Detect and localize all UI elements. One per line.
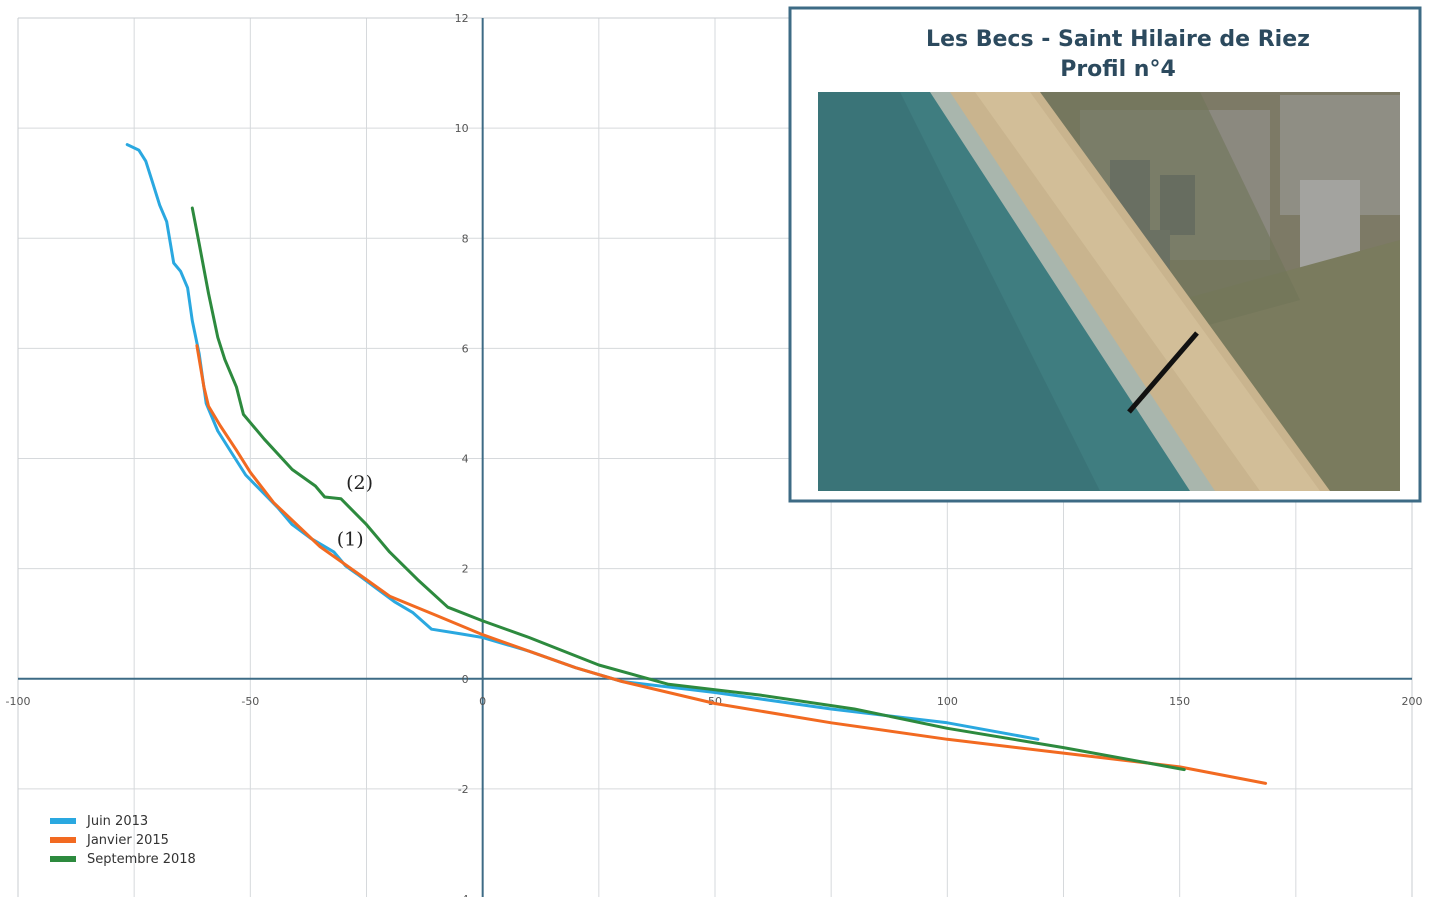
series-line-septembre-2018 bbox=[190, 206, 1186, 772]
legend-label: Juin 2013 bbox=[86, 814, 148, 829]
y-tick-label: -2 bbox=[458, 783, 469, 796]
y-tick-label: 8 bbox=[462, 232, 469, 245]
inset-title-line1: Les Becs - Saint Hilaire de Riez bbox=[926, 27, 1310, 52]
inset-panel: Les Becs - Saint Hilaire de Riez Profil … bbox=[788, 6, 1422, 503]
y-tick-label: 2 bbox=[462, 563, 469, 576]
x-tick-label: 100 bbox=[937, 695, 958, 708]
y-tick-label: -4 bbox=[458, 893, 469, 897]
annotation-label: (2) bbox=[346, 472, 373, 494]
aerial-photo bbox=[818, 92, 1400, 491]
legend-label: Septembre 2018 bbox=[87, 852, 196, 867]
legend-swatch bbox=[50, 856, 76, 862]
legend-label: Janvier 2015 bbox=[86, 833, 169, 848]
y-tick-label: 6 bbox=[462, 342, 469, 355]
legend-swatch bbox=[50, 837, 76, 843]
x-tick-label: 150 bbox=[1169, 695, 1190, 708]
series-line-janvier-2015 bbox=[195, 344, 1268, 785]
axes bbox=[18, 18, 1412, 897]
y-tick-label: 10 bbox=[455, 122, 469, 135]
legend: Juin 2013 Janvier 2015 Septembre 2018 bbox=[50, 814, 196, 867]
legend-swatch bbox=[50, 818, 76, 824]
x-tick-label: 0 bbox=[479, 695, 486, 708]
y-tick-label: 12 bbox=[455, 12, 469, 25]
series-lines bbox=[125, 143, 1268, 785]
x-tick-label: -50 bbox=[241, 695, 259, 708]
y-tick-label: 0 bbox=[462, 673, 469, 686]
annotation-label: (1) bbox=[337, 528, 364, 550]
inset-title-line2: Profil n°4 bbox=[1060, 57, 1176, 82]
annotations: (2) (1) bbox=[337, 472, 373, 551]
profile-line-marker bbox=[1127, 331, 1199, 414]
x-tick-label: -100 bbox=[6, 695, 31, 708]
x-tick-label: 200 bbox=[1402, 695, 1423, 708]
y-tick-label: 4 bbox=[462, 453, 469, 466]
